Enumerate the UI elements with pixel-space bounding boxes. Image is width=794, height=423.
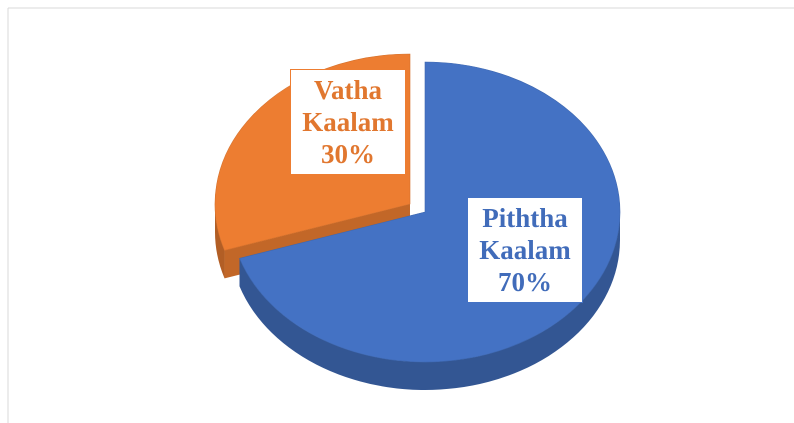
slice-name: Vatha Kaalam [302, 75, 394, 137]
data-label: Piththa Kaalam 70% [467, 197, 583, 303]
slice-value: 70% [498, 267, 552, 297]
slice-value: 30% [321, 139, 375, 169]
slice-side [239, 212, 620, 391]
slice-side [215, 204, 225, 279]
data-label: Vatha Kaalam 30% [290, 69, 406, 175]
slice-name: Piththa Kaalam [479, 203, 571, 265]
